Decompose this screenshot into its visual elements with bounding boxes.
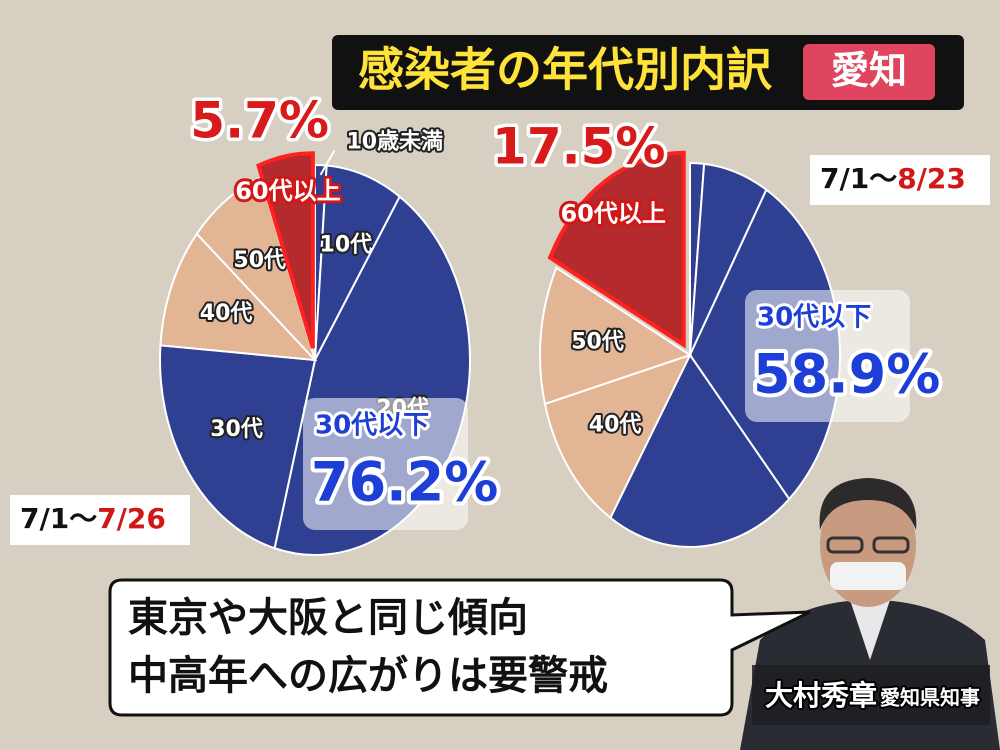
speaker-name: 大村秀章: [765, 679, 877, 712]
pie-slice: [256, 151, 315, 349]
pie-slice: [195, 175, 316, 361]
region-badge: [803, 44, 935, 100]
summary-box: [745, 290, 910, 422]
caption-line: 中高年への広がりは要警戒: [128, 653, 608, 699]
pie-slice: [159, 344, 317, 550]
value-label: 17.5%: [492, 117, 665, 175]
caption-bubble: [108, 578, 811, 717]
leader-line: [319, 149, 336, 176]
slice-label: 50代: [233, 248, 286, 273]
summary-label: 30代以下: [757, 303, 871, 333]
date-range: 7/1～8/23: [820, 162, 966, 195]
charts: 10歳未満10代20代30代40代50代60代以上5.7%30代以下76.2%7…: [10, 88, 990, 556]
name-plate: [752, 665, 990, 725]
summary-value: 58.9%: [753, 343, 940, 406]
summary-value: 76.2%: [311, 451, 498, 514]
pie-slice: [609, 353, 791, 548]
date-box: [810, 155, 990, 205]
summary-label: 30代以下: [315, 411, 429, 441]
speaker-role: 愛知県知事: [880, 686, 980, 710]
pie-slice: [547, 150, 686, 349]
summary-box: [303, 398, 468, 530]
value-label: 5.7%: [190, 91, 329, 149]
slice-label: 60代以上: [560, 200, 665, 228]
pie-slice: [314, 164, 401, 361]
date-from: 7/1～: [820, 162, 897, 195]
slice-label: 40代: [589, 413, 642, 438]
region: 愛知: [831, 49, 907, 93]
date-from: 7/1～: [20, 502, 97, 535]
date-to: 8/23: [897, 162, 966, 195]
date-to: 7/26: [97, 502, 166, 535]
slice-label: 40代: [200, 301, 253, 326]
slice-label: 10代: [320, 232, 373, 257]
caption-line: 東京や大阪と同じ傾向: [128, 595, 528, 641]
slice-label: 10歳未満: [347, 128, 444, 154]
date-box: [10, 495, 190, 545]
pie-slice: [159, 232, 318, 362]
title: 感染者の年代別内訳: [358, 43, 773, 97]
pie-slice: [543, 353, 692, 520]
slice-label: 50代: [571, 329, 624, 354]
pie-slice: [539, 266, 693, 406]
slice-label: 60代以上: [235, 177, 340, 205]
date-range: 7/1～7/26: [20, 502, 166, 535]
slice-label: 30代: [210, 417, 263, 442]
